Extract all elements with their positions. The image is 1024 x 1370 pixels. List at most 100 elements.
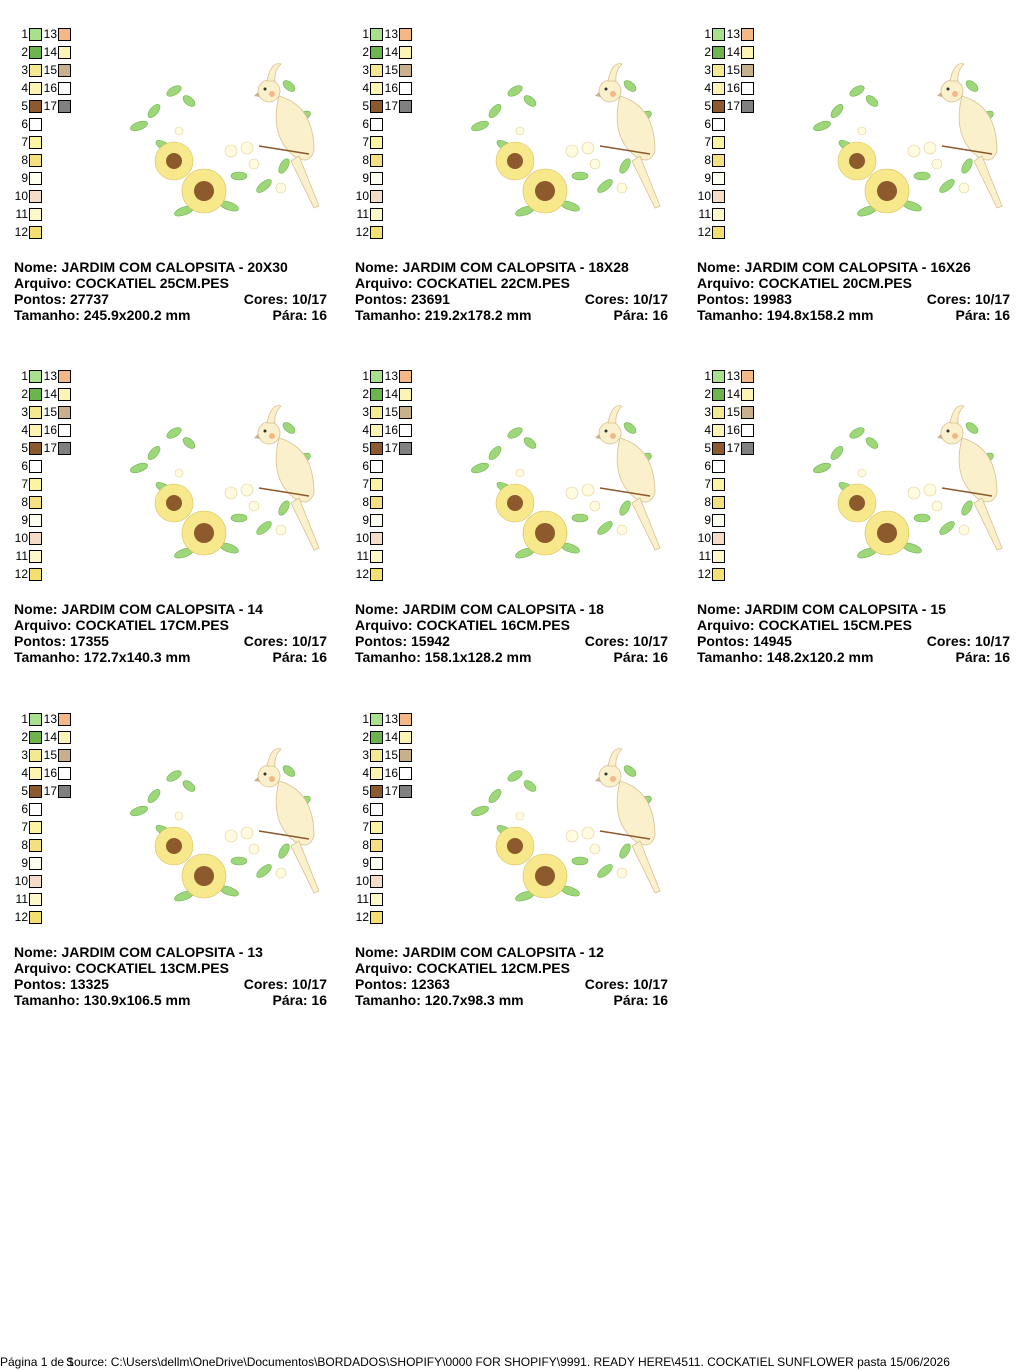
info-line: Tamanho: 120.7x98.3 mm xyxy=(355,992,524,1008)
value: COCKATIEL 12CM.PES xyxy=(416,960,570,976)
swatch-number: 5 xyxy=(704,99,711,113)
swatch-number: 15 xyxy=(43,63,57,77)
swatch xyxy=(712,226,725,239)
swatch-number: 4 xyxy=(704,423,711,437)
swatch xyxy=(58,64,71,77)
label: Tamanho: xyxy=(355,649,421,665)
swatch-number: 10 xyxy=(14,531,28,545)
label: Pontos: xyxy=(697,291,750,307)
swatch-number: 6 xyxy=(362,117,369,131)
swatch-number: 3 xyxy=(21,748,28,762)
value: 172.7x140.3 mm xyxy=(83,649,191,665)
info-line: Nome: JARDIM COM CALOPSITA - 18X28 xyxy=(355,259,629,275)
swatch xyxy=(29,839,42,852)
swatch-number: 2 xyxy=(21,45,28,59)
value: 27737 xyxy=(70,291,109,307)
swatch-number: 3 xyxy=(704,63,711,77)
swatch xyxy=(29,911,42,924)
swatch-number: 4 xyxy=(362,81,369,95)
value: JARDIM COM CALOPSITA - 16X26 xyxy=(744,259,971,275)
swatch-number: 8 xyxy=(704,153,711,167)
swatch xyxy=(712,208,725,221)
value: 10/17 xyxy=(291,976,327,992)
swatch xyxy=(399,713,412,726)
value: 219.2x178.2 mm xyxy=(424,307,532,323)
info-line: Arquivo: COCKATIEL 13CM.PES xyxy=(14,960,229,976)
swatch xyxy=(29,550,42,563)
swatch xyxy=(370,478,383,491)
swatch-number: 9 xyxy=(362,171,369,185)
swatch-number: 5 xyxy=(21,99,28,113)
embroidery-image xyxy=(460,398,670,573)
swatch-number: 8 xyxy=(362,495,369,509)
swatch-number: 2 xyxy=(21,387,28,401)
swatch-number: 10 xyxy=(14,189,28,203)
swatch-number: 6 xyxy=(704,459,711,473)
swatch xyxy=(58,82,71,95)
swatch xyxy=(58,442,71,455)
info-line: Cores: 10/17 xyxy=(244,976,327,992)
value: 14945 xyxy=(753,633,792,649)
swatch-number: 10 xyxy=(697,531,711,545)
swatch-number: 13 xyxy=(384,27,398,41)
swatch xyxy=(370,532,383,545)
swatch xyxy=(370,749,383,762)
swatch xyxy=(370,839,383,852)
label: Tamanho: xyxy=(14,992,80,1008)
swatch-number: 13 xyxy=(384,369,398,383)
embroidery-image xyxy=(802,56,1012,231)
swatch xyxy=(370,100,383,113)
swatch xyxy=(370,857,383,870)
info-line: Cores: 10/17 xyxy=(927,633,1010,649)
label: Pontos: xyxy=(697,633,750,649)
swatch-number: 9 xyxy=(362,513,369,527)
swatch xyxy=(370,785,383,798)
info-line: Tamanho: 172.7x140.3 mm xyxy=(14,649,190,665)
label: Tamanho: xyxy=(697,307,763,323)
value: 12363 xyxy=(411,976,450,992)
value: 10/17 xyxy=(291,291,327,307)
swatch-number: 5 xyxy=(21,784,28,798)
swatch-number: 16 xyxy=(43,766,57,780)
label: Arquivo: xyxy=(697,617,755,633)
label: Pára: xyxy=(613,649,649,665)
swatch-number: 16 xyxy=(43,81,57,95)
swatch xyxy=(399,424,412,437)
swatch-number: 16 xyxy=(384,81,398,95)
value: 17355 xyxy=(70,633,109,649)
label: Tamanho: xyxy=(14,649,80,665)
label: Cores: xyxy=(584,291,630,307)
swatch-number: 7 xyxy=(704,135,711,149)
swatch-number: 10 xyxy=(355,531,369,545)
swatch xyxy=(29,172,42,185)
swatch-number: 16 xyxy=(43,423,57,437)
swatch-number: 13 xyxy=(43,27,57,41)
swatch xyxy=(712,82,725,95)
value: 194.8x158.2 mm xyxy=(766,307,874,323)
swatch xyxy=(712,478,725,491)
info-line: Pontos: 19983 xyxy=(697,291,792,307)
label: Pontos: xyxy=(355,976,408,992)
value: 16 xyxy=(994,649,1010,665)
swatch-number: 12 xyxy=(697,567,711,581)
swatch-number: 5 xyxy=(704,441,711,455)
swatch xyxy=(370,875,383,888)
swatch xyxy=(712,460,725,473)
swatch-number: 17 xyxy=(726,441,740,455)
embroidery-image xyxy=(460,56,670,231)
swatch xyxy=(712,100,725,113)
swatch xyxy=(399,28,412,41)
swatch xyxy=(370,911,383,924)
swatch-number: 7 xyxy=(21,477,28,491)
swatch-number: 15 xyxy=(384,405,398,419)
info-line: Pára: 16 xyxy=(273,992,328,1008)
swatch-number: 14 xyxy=(726,387,740,401)
swatch-number: 5 xyxy=(362,784,369,798)
swatch-number: 3 xyxy=(21,63,28,77)
swatch xyxy=(399,406,412,419)
swatch xyxy=(712,550,725,563)
value: 245.9x200.2 mm xyxy=(83,307,191,323)
swatch xyxy=(741,46,754,59)
swatch xyxy=(370,226,383,239)
design-card: 1 2 3 4 5 6 7 8 9 10 11 12 13 14 15 16 17 Nome: JARDIM C… xyxy=(355,713,668,1013)
